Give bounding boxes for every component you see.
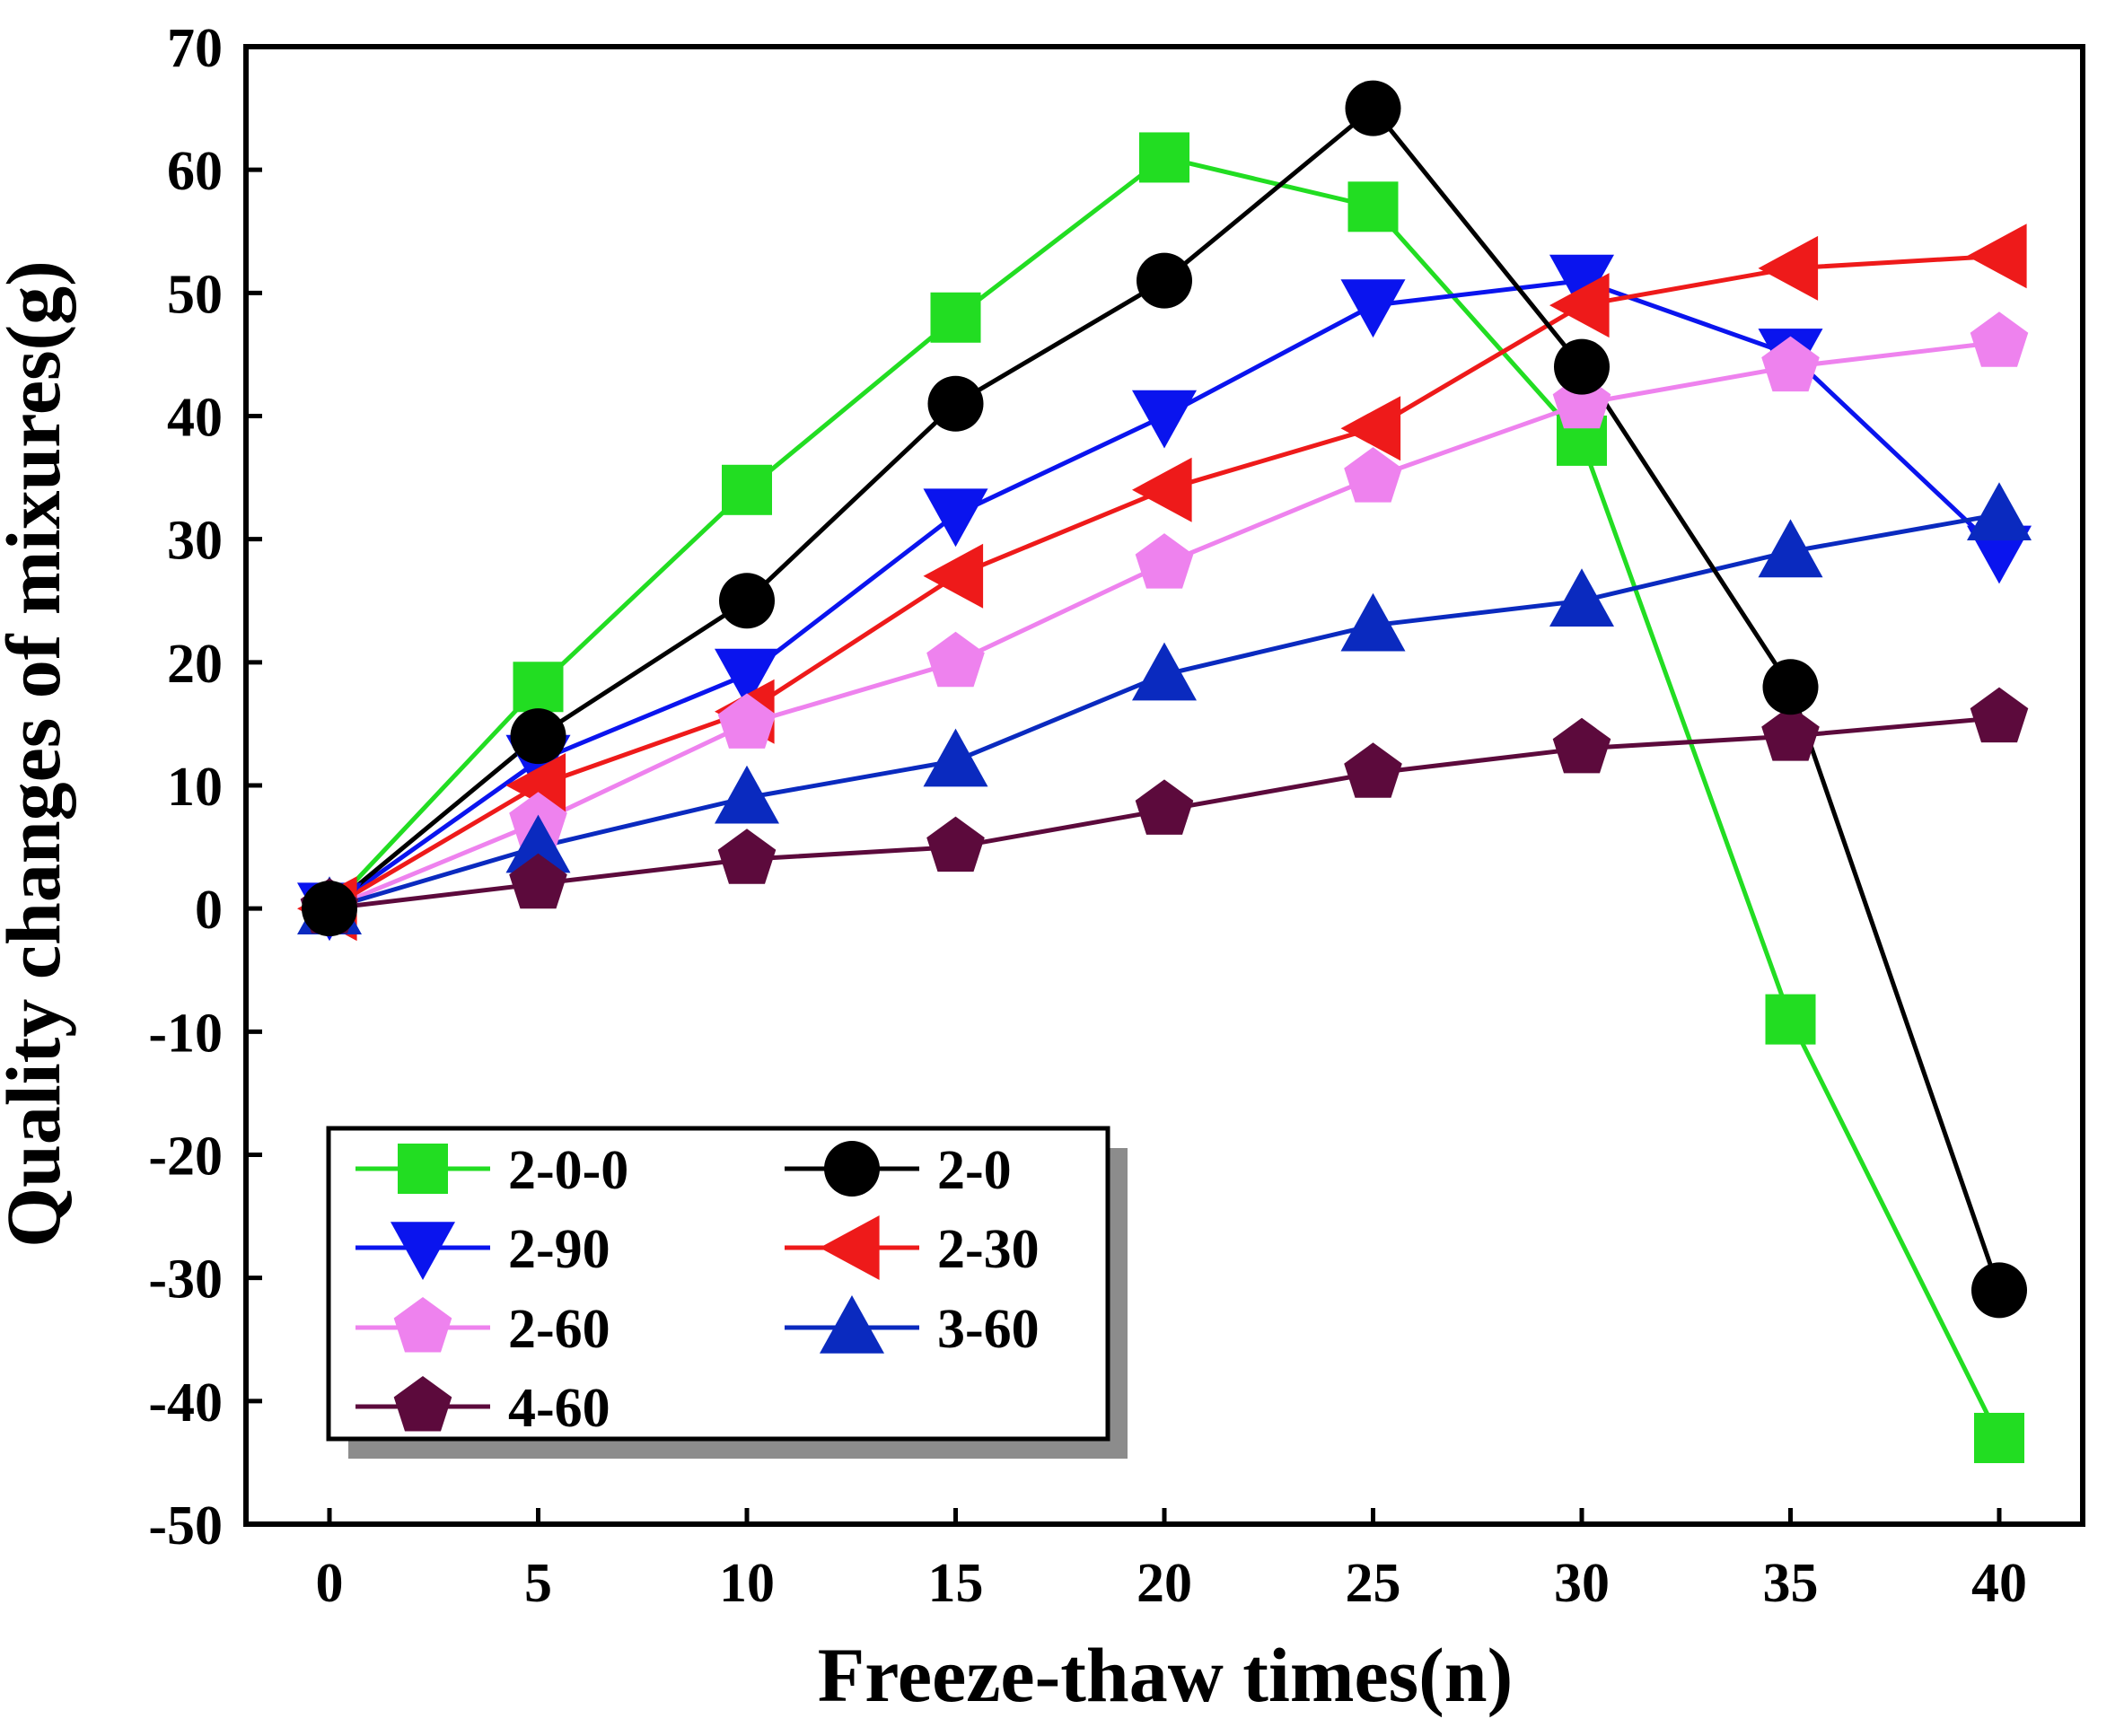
data-point-2-0-0 — [1974, 1412, 2024, 1463]
x-tick-label: 30 — [1554, 1553, 1610, 1614]
legend-entry-3-60: 3-60 — [785, 1295, 1040, 1360]
legend-entry-2-0: 2-0 — [785, 1140, 1012, 1201]
data-point-3-60 — [1340, 592, 1406, 652]
data-point-3-60 — [1967, 482, 2032, 540]
x-tick-label: 20 — [1137, 1553, 1192, 1614]
data-point-4-60 — [717, 829, 777, 884]
y-tick-label: 30 — [167, 511, 223, 572]
x-tick-label: 40 — [1971, 1553, 2027, 1614]
y-tick-label: 60 — [167, 141, 223, 202]
data-point-2-0 — [1762, 659, 1819, 715]
legend-marker — [820, 1295, 884, 1354]
data-point-3-60 — [1132, 642, 1197, 701]
data-point-2-30 — [1758, 235, 1819, 301]
y-tick-label: 40 — [167, 388, 223, 449]
data-point-2-0-0 — [930, 292, 981, 343]
legend-entry-2-0-0: 2-0-0 — [355, 1140, 628, 1201]
data-point-3-60 — [715, 765, 779, 824]
data-point-3-60 — [505, 814, 571, 873]
y-tick-label: -40 — [148, 1372, 223, 1434]
y-tick-label: 10 — [167, 757, 223, 818]
data-point-2-90 — [715, 648, 779, 707]
data-point-2-90 — [1340, 279, 1406, 338]
data-point-2-30 — [1549, 273, 1610, 338]
legend-marker — [820, 1215, 880, 1280]
data-point-2-60 — [1135, 533, 1194, 589]
data-point-2-0-0 — [1347, 181, 1399, 232]
data-point-2-0 — [1345, 80, 1401, 136]
data-point-4-60 — [1344, 742, 1402, 798]
data-point-2-0 — [1971, 1262, 2027, 1319]
legend-box — [326, 1126, 1110, 1442]
legend-entry-2-60: 2-60 — [355, 1297, 610, 1360]
data-point-3-60 — [923, 728, 988, 787]
data-point-4-60 — [1552, 717, 1611, 774]
data-point-2-0 — [1554, 338, 1610, 395]
y-tick-label: -20 — [148, 1127, 223, 1188]
data-point-4-60 — [1970, 687, 2029, 743]
legend-label: 2-30 — [937, 1219, 1040, 1280]
data-point-2-90 — [1549, 254, 1614, 313]
data-point-4-60 — [926, 816, 985, 872]
x-tick-label: 0 — [316, 1553, 344, 1614]
legend-marker — [398, 1144, 448, 1194]
legend-marker — [393, 1376, 452, 1432]
y-tick-label: -50 — [148, 1495, 223, 1556]
data-point-2-0 — [1137, 252, 1192, 309]
data-point-2-30 — [1340, 396, 1401, 461]
x-tick-label: 10 — [719, 1553, 775, 1614]
data-point-3-60 — [1549, 568, 1614, 627]
data-point-2-60 — [926, 631, 985, 688]
legend-marker — [824, 1141, 880, 1197]
x-tick-label: 25 — [1346, 1553, 1401, 1614]
data-point-2-90 — [923, 488, 988, 548]
y-axis-title: Quality changes of mixures(g) — [0, 260, 76, 1248]
y-tick-label: -10 — [148, 1003, 223, 1064]
legend-label: 2-0 — [937, 1140, 1012, 1201]
data-point-2-0-0 — [722, 464, 772, 515]
legend-label: 2-90 — [508, 1219, 610, 1280]
x-tick-label: 5 — [524, 1553, 552, 1614]
data-point-4-60 — [509, 853, 567, 909]
x-tick-label: 35 — [1763, 1553, 1819, 1614]
data-point-4-60 — [1761, 706, 1820, 761]
data-point-2-0 — [302, 881, 357, 937]
data-point-2-0-0 — [1139, 132, 1189, 183]
x-tick-label: 15 — [928, 1553, 984, 1614]
legend-label: 2-0-0 — [508, 1140, 628, 1201]
data-point-2-30 — [1132, 457, 1192, 522]
legend-entry-2-30: 2-30 — [785, 1215, 1040, 1280]
data-point-2-0-0 — [513, 662, 564, 713]
y-tick-label: 0 — [195, 880, 223, 941]
data-point-2-0 — [927, 375, 984, 432]
data-point-2-0 — [719, 573, 775, 629]
data-point-2-90 — [1132, 390, 1197, 449]
y-tick-label: 50 — [167, 264, 223, 325]
legend: 2-0-0 2-0 2-90 2-30 2-60 3-60 4-60 — [326, 1126, 1128, 1459]
data-point-3-60 — [1758, 519, 1823, 578]
data-point-2-0-0 — [1765, 994, 1816, 1045]
data-point-2-60 — [1761, 336, 1820, 392]
legend-label: 2-60 — [508, 1299, 610, 1360]
legend-marker — [393, 1297, 452, 1353]
y-tick-label: 70 — [167, 18, 223, 79]
x-axis-title: Freeze-thaw times(n) — [818, 1632, 1513, 1718]
legend-entry-4-60: 4-60 — [355, 1376, 610, 1439]
data-point-2-60 — [1970, 311, 2029, 367]
data-point-2-30 — [1967, 224, 2027, 289]
y-tick-label: -30 — [148, 1249, 223, 1311]
data-point-4-60 — [1135, 779, 1194, 835]
legend-label: 3-60 — [937, 1299, 1040, 1360]
legend-entry-2-90: 2-90 — [355, 1219, 610, 1280]
legend-marker — [391, 1222, 455, 1280]
data-point-2-30 — [923, 543, 984, 609]
data-point-2-0 — [510, 708, 566, 765]
y-tick-label: 20 — [167, 634, 223, 695]
legend-label: 4-60 — [508, 1378, 610, 1439]
data-point-2-60 — [1344, 447, 1402, 503]
data-point-2-60 — [717, 693, 777, 749]
